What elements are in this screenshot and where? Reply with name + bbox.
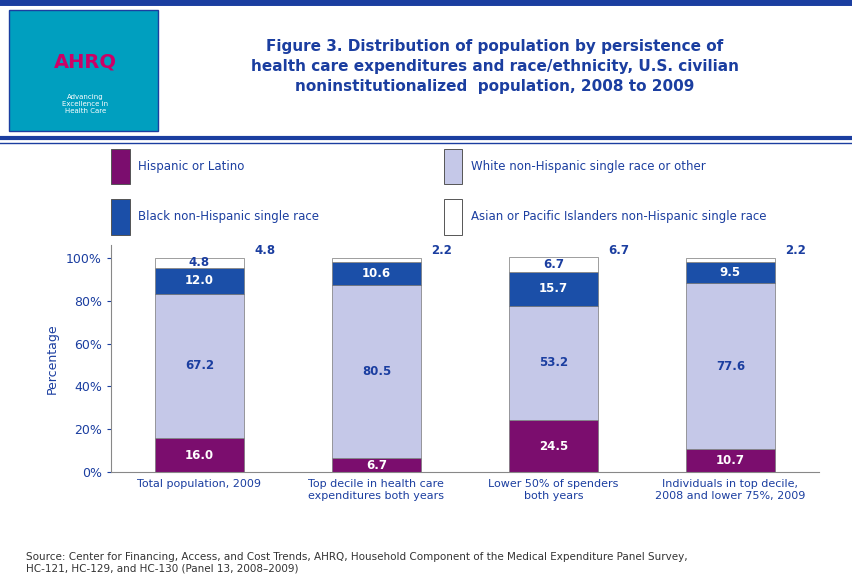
Bar — [685, 449, 774, 472]
FancyBboxPatch shape — [111, 199, 130, 234]
Text: 6.7: 6.7 — [542, 258, 563, 271]
Text: 4.8: 4.8 — [188, 256, 210, 270]
Bar — [155, 294, 244, 438]
Text: 2.2: 2.2 — [431, 244, 452, 256]
Text: 15.7: 15.7 — [538, 282, 567, 295]
FancyBboxPatch shape — [443, 149, 462, 184]
Bar — [331, 263, 420, 285]
Y-axis label: Percentage: Percentage — [46, 323, 59, 394]
Text: 4.8: 4.8 — [254, 244, 275, 256]
Bar — [331, 285, 420, 458]
Bar — [685, 283, 774, 449]
Text: Black non-Hispanic single race: Black non-Hispanic single race — [138, 210, 319, 223]
Text: White non-Hispanic single race or other: White non-Hispanic single race or other — [470, 160, 705, 173]
Text: 10.7: 10.7 — [715, 454, 744, 467]
Text: 53.2: 53.2 — [538, 356, 567, 369]
Bar — [509, 257, 597, 272]
FancyBboxPatch shape — [111, 149, 130, 184]
Text: Asian or Pacific Islanders non-Hispanic single race: Asian or Pacific Islanders non-Hispanic … — [470, 210, 765, 223]
Text: 67.2: 67.2 — [185, 359, 214, 372]
Bar — [509, 272, 597, 305]
Text: 80.5: 80.5 — [361, 365, 390, 378]
Bar — [155, 268, 244, 294]
Bar — [509, 420, 597, 472]
Bar — [155, 438, 244, 472]
Bar — [509, 305, 597, 420]
Bar — [331, 257, 420, 263]
Text: 12.0: 12.0 — [185, 274, 214, 287]
Bar — [685, 263, 774, 283]
Bar — [685, 257, 774, 263]
Text: 77.6: 77.6 — [715, 359, 744, 373]
Text: 10.6: 10.6 — [361, 267, 390, 281]
Text: 9.5: 9.5 — [719, 266, 740, 279]
Text: Source: Center for Financing, Access, and Cost Trends, AHRQ, Household Component: Source: Center for Financing, Access, an… — [26, 552, 687, 573]
Text: 6.7: 6.7 — [607, 244, 629, 256]
Text: Advancing
Excellence in
Health Care: Advancing Excellence in Health Care — [62, 94, 108, 113]
Text: 24.5: 24.5 — [538, 439, 567, 453]
FancyBboxPatch shape — [9, 10, 158, 131]
Text: Hispanic or Latino: Hispanic or Latino — [138, 160, 245, 173]
Text: Figure 3. Distribution of population by persistence of
health care expenditures : Figure 3. Distribution of population by … — [250, 39, 738, 94]
Bar — [155, 257, 244, 268]
Text: 6.7: 6.7 — [366, 458, 387, 472]
FancyBboxPatch shape — [443, 199, 462, 234]
Text: AHRQ: AHRQ — [54, 53, 117, 71]
Text: 2.2: 2.2 — [785, 244, 805, 256]
Bar — [331, 458, 420, 472]
Text: 16.0: 16.0 — [185, 449, 214, 461]
